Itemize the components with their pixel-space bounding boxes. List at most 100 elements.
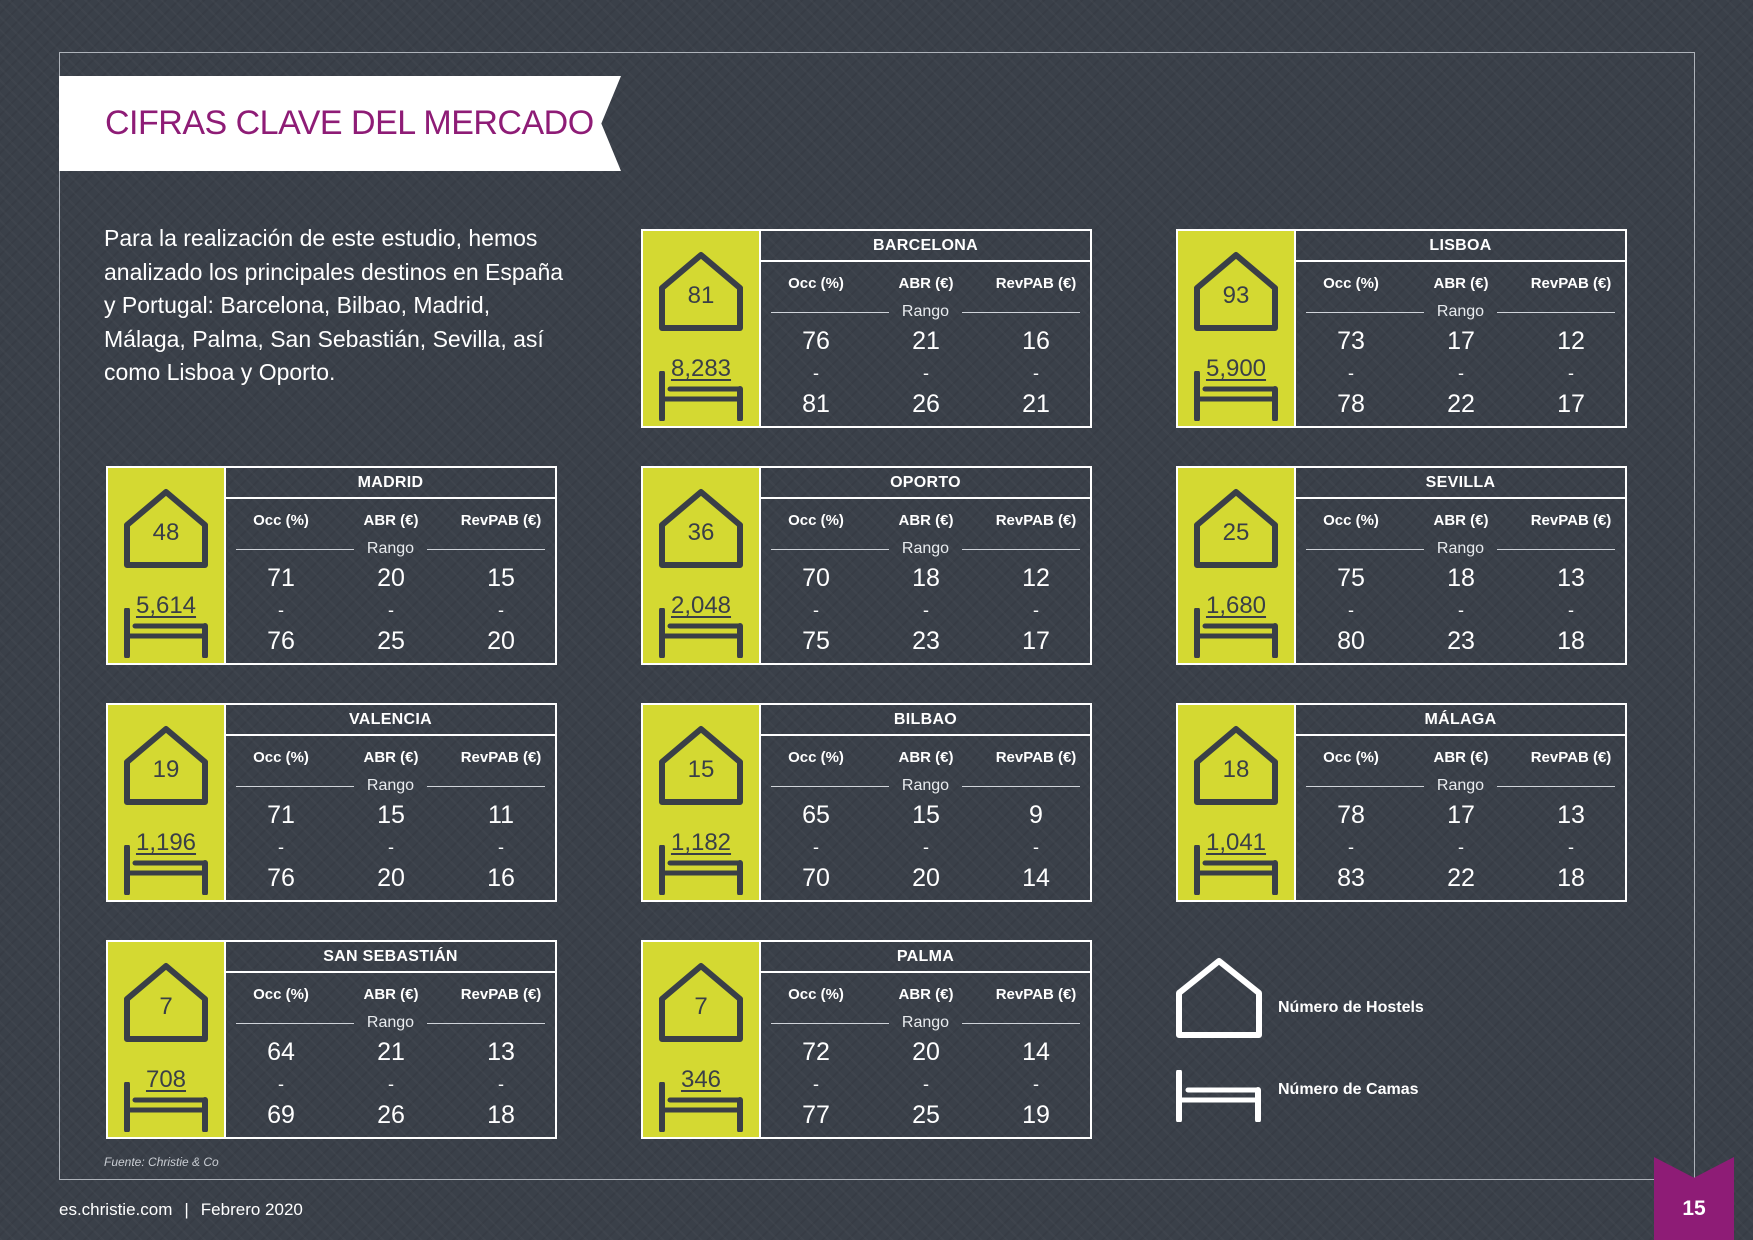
- revpab-range-dash: -: [1568, 600, 1574, 620]
- footer-site-link[interactable]: es.christie.com: [59, 1200, 173, 1219]
- occ-range-dash: -: [278, 837, 284, 857]
- occ-range-dash: -: [813, 837, 819, 857]
- abr-min: 18: [912, 564, 940, 592]
- bed-count: 1,196: [135, 829, 197, 856]
- revpab-max: 18: [487, 1101, 515, 1129]
- bed-count: 5,900: [1205, 355, 1267, 382]
- occ-range-dash: -: [278, 600, 284, 620]
- abr-range-dash: -: [923, 837, 929, 857]
- revpab-range-dash: -: [498, 600, 504, 620]
- abr-min: 15: [377, 801, 405, 829]
- city-summary-box: 19 1,196: [106, 703, 226, 902]
- revpab-max: 18: [1557, 627, 1585, 655]
- occ-min: 72: [802, 1038, 830, 1066]
- occ-min: 71: [267, 564, 295, 592]
- page-number: 15: [1682, 1197, 1706, 1220]
- rango-row: Rango: [236, 540, 545, 560]
- occ-max: 83: [1337, 864, 1365, 892]
- revpab-range-dash: -: [1568, 363, 1574, 383]
- occ-max: 78: [1337, 390, 1365, 418]
- col-header-occ: Occ (%): [1323, 275, 1379, 292]
- abr-min: 15: [912, 801, 940, 829]
- abr-range-dash: -: [1458, 837, 1464, 857]
- rango-row: Rango: [1306, 540, 1615, 560]
- city-metrics-table: MADRID Occ (%) ABR (€) RevPAB (€) Rango 71 - 76…: [224, 466, 557, 665]
- bed-count: 1,041: [1205, 829, 1267, 856]
- col-header-revpab: RevPAB (€): [1530, 749, 1612, 766]
- abr-max: 22: [1447, 390, 1475, 418]
- city-card: 7 346 PALMA Occ (%) ABR (€) RevPAB (€) Rango 72…: [641, 940, 1092, 1139]
- city-metrics-table: BILBAO Occ (%) ABR (€) RevPAB (€) Rango 65 - 70…: [759, 703, 1092, 902]
- col-header-occ: Occ (%): [253, 986, 309, 1003]
- bed-icon: [659, 608, 743, 658]
- revpab-max: 14: [1022, 864, 1050, 892]
- rule-line: [1306, 549, 1424, 550]
- city-card: 7 708 SAN SEBASTIÁN Occ (%) ABR (€) RevPAB (€…: [106, 940, 557, 1139]
- bed-count: 8,283: [670, 355, 732, 382]
- hostel-count: 25: [1222, 519, 1250, 546]
- revpab-min: 15: [487, 564, 515, 592]
- rango-label: Rango: [901, 1014, 950, 1031]
- col-header-revpab: RevPAB (€): [995, 512, 1077, 529]
- city-card: 25 1,680 SEVILLA Occ (%) ABR (€) RevPAB (€) Ra…: [1176, 466, 1627, 665]
- city-name: LISBOA: [1296, 231, 1625, 262]
- hostel-count: 15: [687, 756, 715, 783]
- rango-row: Rango: [236, 777, 545, 797]
- occ-range-dash: -: [1348, 600, 1354, 620]
- city-card: 15 1,182 BILBAO Occ (%) ABR (€) RevPAB (€) Ran…: [641, 703, 1092, 902]
- col-header-occ: Occ (%): [788, 512, 844, 529]
- abr-range-dash: -: [388, 837, 394, 857]
- revpab-min: 12: [1022, 564, 1050, 592]
- abr-range-dash: -: [388, 600, 394, 620]
- revpab-max: 17: [1557, 390, 1585, 418]
- rango-label: Rango: [901, 303, 950, 320]
- rule-line: [962, 312, 1080, 313]
- occ-min: 70: [802, 564, 830, 592]
- city-name: BARCELONA: [761, 231, 1090, 262]
- abr-max: 25: [912, 1101, 940, 1129]
- col-header-abr: ABR (€): [363, 512, 419, 529]
- col-header-revpab: RevPAB (€): [1530, 275, 1612, 292]
- abr-range-dash: -: [923, 363, 929, 383]
- col-header-occ: Occ (%): [788, 986, 844, 1003]
- col-header-occ: Occ (%): [788, 749, 844, 766]
- rango-label: Rango: [1436, 777, 1485, 794]
- col-header-occ: Occ (%): [1323, 512, 1379, 529]
- hostel-count: 7: [159, 993, 173, 1020]
- occ-min: 64: [267, 1038, 295, 1066]
- rule-line: [771, 312, 889, 313]
- abr-max: 23: [1447, 627, 1475, 655]
- revpab-max: 18: [1557, 864, 1585, 892]
- col-header-abr: ABR (€): [1433, 512, 1489, 529]
- col-header-abr: ABR (€): [1433, 275, 1489, 292]
- city-name: MADRID: [226, 468, 555, 499]
- revpab-min: 14: [1022, 1038, 1050, 1066]
- rule-line: [1497, 312, 1615, 313]
- rule-line: [962, 549, 1080, 550]
- revpab-range-dash: -: [1033, 363, 1039, 383]
- house-icon: [124, 726, 208, 805]
- abr-min: 21: [912, 327, 940, 355]
- revpab-min: 11: [488, 801, 514, 829]
- source-note: Fuente: Christie & Co: [104, 1155, 219, 1169]
- occ-max: 77: [802, 1101, 830, 1129]
- col-header-revpab: RevPAB (€): [460, 986, 542, 1003]
- abr-max: 22: [1447, 864, 1475, 892]
- bed-count: 1,182: [670, 829, 732, 856]
- occ-min: 78: [1337, 801, 1365, 829]
- city-metrics-table: SEVILLA Occ (%) ABR (€) RevPAB (€) Rango 75 - 8…: [1294, 466, 1627, 665]
- house-icon: [659, 252, 743, 331]
- abr-min: 17: [1447, 327, 1475, 355]
- rule-line: [1497, 786, 1615, 787]
- revpab-range-dash: -: [498, 837, 504, 857]
- legend-beds-label: Número de Camas: [1278, 1081, 1419, 1098]
- legend-house-icon: [1174, 953, 1264, 1043]
- abr-max: 23: [912, 627, 940, 655]
- city-card: 81 8,283 BARCELONA Occ (%) ABR (€) RevPAB (€)…: [641, 229, 1092, 428]
- occ-min: 71: [267, 801, 295, 829]
- city-name: BILBAO: [761, 705, 1090, 736]
- revpab-range-dash: -: [1033, 600, 1039, 620]
- page-title: CIFRAS CLAVE DEL MERCADO: [105, 104, 594, 142]
- city-metrics-table: MÁLAGA Occ (%) ABR (€) RevPAB (€) Rango 78 - 83…: [1294, 703, 1627, 902]
- occ-max: 80: [1337, 627, 1365, 655]
